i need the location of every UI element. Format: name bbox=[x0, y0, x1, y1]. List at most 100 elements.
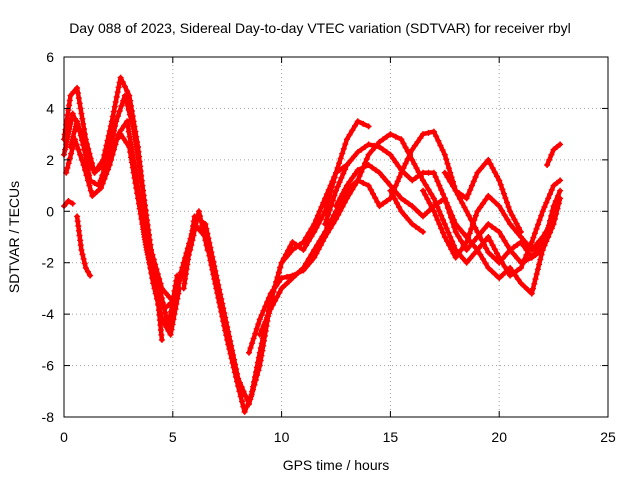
data-point-marker bbox=[64, 164, 71, 171]
data-point-marker bbox=[465, 191, 472, 198]
data-point-marker bbox=[553, 180, 560, 186]
data-point-marker bbox=[503, 268, 510, 275]
data-point-marker bbox=[322, 195, 329, 202]
data-point-marker bbox=[216, 286, 223, 293]
data-point-marker bbox=[198, 218, 205, 225]
data-point-marker bbox=[320, 199, 327, 206]
data-point-marker bbox=[456, 190, 463, 197]
data-point-marker bbox=[68, 138, 75, 145]
data-point-marker bbox=[470, 238, 477, 245]
data-point-marker bbox=[395, 163, 402, 170]
data-point-marker bbox=[293, 244, 300, 251]
data-point-marker bbox=[436, 182, 443, 189]
data-point-marker bbox=[325, 186, 332, 193]
data-point-marker bbox=[411, 142, 418, 149]
data-point-marker bbox=[535, 221, 542, 228]
data-point-marker bbox=[447, 178, 454, 185]
data-point-marker bbox=[267, 306, 274, 312]
data-point-marker bbox=[305, 255, 312, 262]
data-point-marker bbox=[168, 326, 175, 333]
data-point-marker bbox=[539, 234, 546, 240]
data-point-marker bbox=[433, 133, 440, 140]
data-point-marker bbox=[417, 135, 424, 141]
data-point-marker bbox=[548, 212, 555, 219]
data-point-marker bbox=[165, 302, 172, 309]
data-point-marker bbox=[481, 161, 488, 168]
data-point-marker bbox=[531, 250, 538, 257]
data-point-marker bbox=[138, 177, 145, 184]
data-point-marker bbox=[303, 234, 310, 241]
data-point-marker bbox=[121, 122, 128, 129]
data-point-marker bbox=[261, 332, 268, 339]
data-point-marker bbox=[488, 252, 495, 259]
data-point-marker bbox=[401, 198, 408, 204]
data-point-marker bbox=[423, 210, 430, 216]
x-tick-label: 10 bbox=[274, 429, 290, 445]
data-point-marker bbox=[492, 271, 499, 278]
x-tick-label: 15 bbox=[383, 429, 399, 445]
data-point-marker bbox=[478, 165, 485, 172]
data-point-marker bbox=[140, 226, 147, 233]
data-point-marker bbox=[434, 200, 441, 207]
data-point-marker bbox=[536, 217, 543, 224]
data-point-marker bbox=[474, 169, 481, 176]
data-point-marker bbox=[342, 166, 349, 173]
data-point-marker bbox=[233, 366, 240, 373]
data-point-marker bbox=[285, 278, 292, 285]
data-point-marker bbox=[235, 375, 242, 382]
data-point-marker bbox=[258, 352, 265, 359]
data-point-marker bbox=[498, 233, 505, 240]
data-point-marker bbox=[324, 224, 331, 231]
data-point-marker bbox=[474, 246, 481, 253]
data-point-marker bbox=[256, 362, 263, 369]
data-point-marker bbox=[510, 225, 517, 232]
y-tick-label: -2 bbox=[42, 255, 55, 271]
data-point-marker bbox=[533, 225, 540, 232]
data-point-marker bbox=[247, 344, 254, 351]
data-point-marker bbox=[391, 195, 398, 202]
data-point-marker bbox=[528, 290, 535, 297]
data-point-marker bbox=[80, 142, 87, 149]
data-point-marker bbox=[407, 151, 413, 158]
data-point-marker bbox=[225, 328, 232, 335]
data-point-marker bbox=[334, 183, 341, 190]
data-point-marker bbox=[492, 226, 499, 233]
data-point-marker bbox=[550, 216, 557, 222]
data-point-marker bbox=[512, 272, 519, 279]
data-point-marker bbox=[171, 293, 178, 300]
data-point-marker bbox=[356, 173, 363, 180]
data-point-marker bbox=[509, 268, 516, 275]
data-point-marker bbox=[502, 195, 509, 202]
data-point-marker bbox=[76, 127, 83, 134]
data-point-marker bbox=[74, 90, 81, 96]
data-point-marker bbox=[340, 145, 347, 152]
data-point-marker bbox=[513, 220, 520, 227]
data-point-marker bbox=[64, 136, 71, 143]
data-point-marker bbox=[76, 100, 83, 107]
data-point-marker bbox=[314, 212, 321, 219]
data-point-marker bbox=[158, 300, 165, 307]
data-point-marker bbox=[251, 381, 258, 388]
data-point-marker bbox=[526, 250, 533, 257]
data-point-marker bbox=[338, 174, 345, 181]
data-point-marker bbox=[282, 282, 289, 288]
data-point-marker bbox=[191, 213, 198, 220]
data-point-marker bbox=[219, 300, 226, 307]
y-tick-label: 0 bbox=[46, 203, 54, 219]
data-point-marker bbox=[459, 255, 466, 262]
data-point-marker bbox=[430, 208, 437, 215]
data-point-marker bbox=[389, 191, 396, 198]
data-point-marker bbox=[365, 182, 372, 189]
data-point-marker bbox=[282, 255, 289, 262]
data-point-marker bbox=[518, 280, 524, 287]
data-point-marker bbox=[111, 103, 118, 110]
data-point-marker bbox=[496, 259, 503, 266]
data-point-marker bbox=[443, 225, 450, 232]
data-point-marker bbox=[133, 185, 140, 192]
data-point-marker bbox=[479, 200, 486, 207]
data-point-marker bbox=[157, 311, 164, 318]
data-point-marker bbox=[230, 352, 237, 359]
data-point-marker bbox=[346, 178, 353, 185]
data-point-marker bbox=[65, 131, 72, 138]
